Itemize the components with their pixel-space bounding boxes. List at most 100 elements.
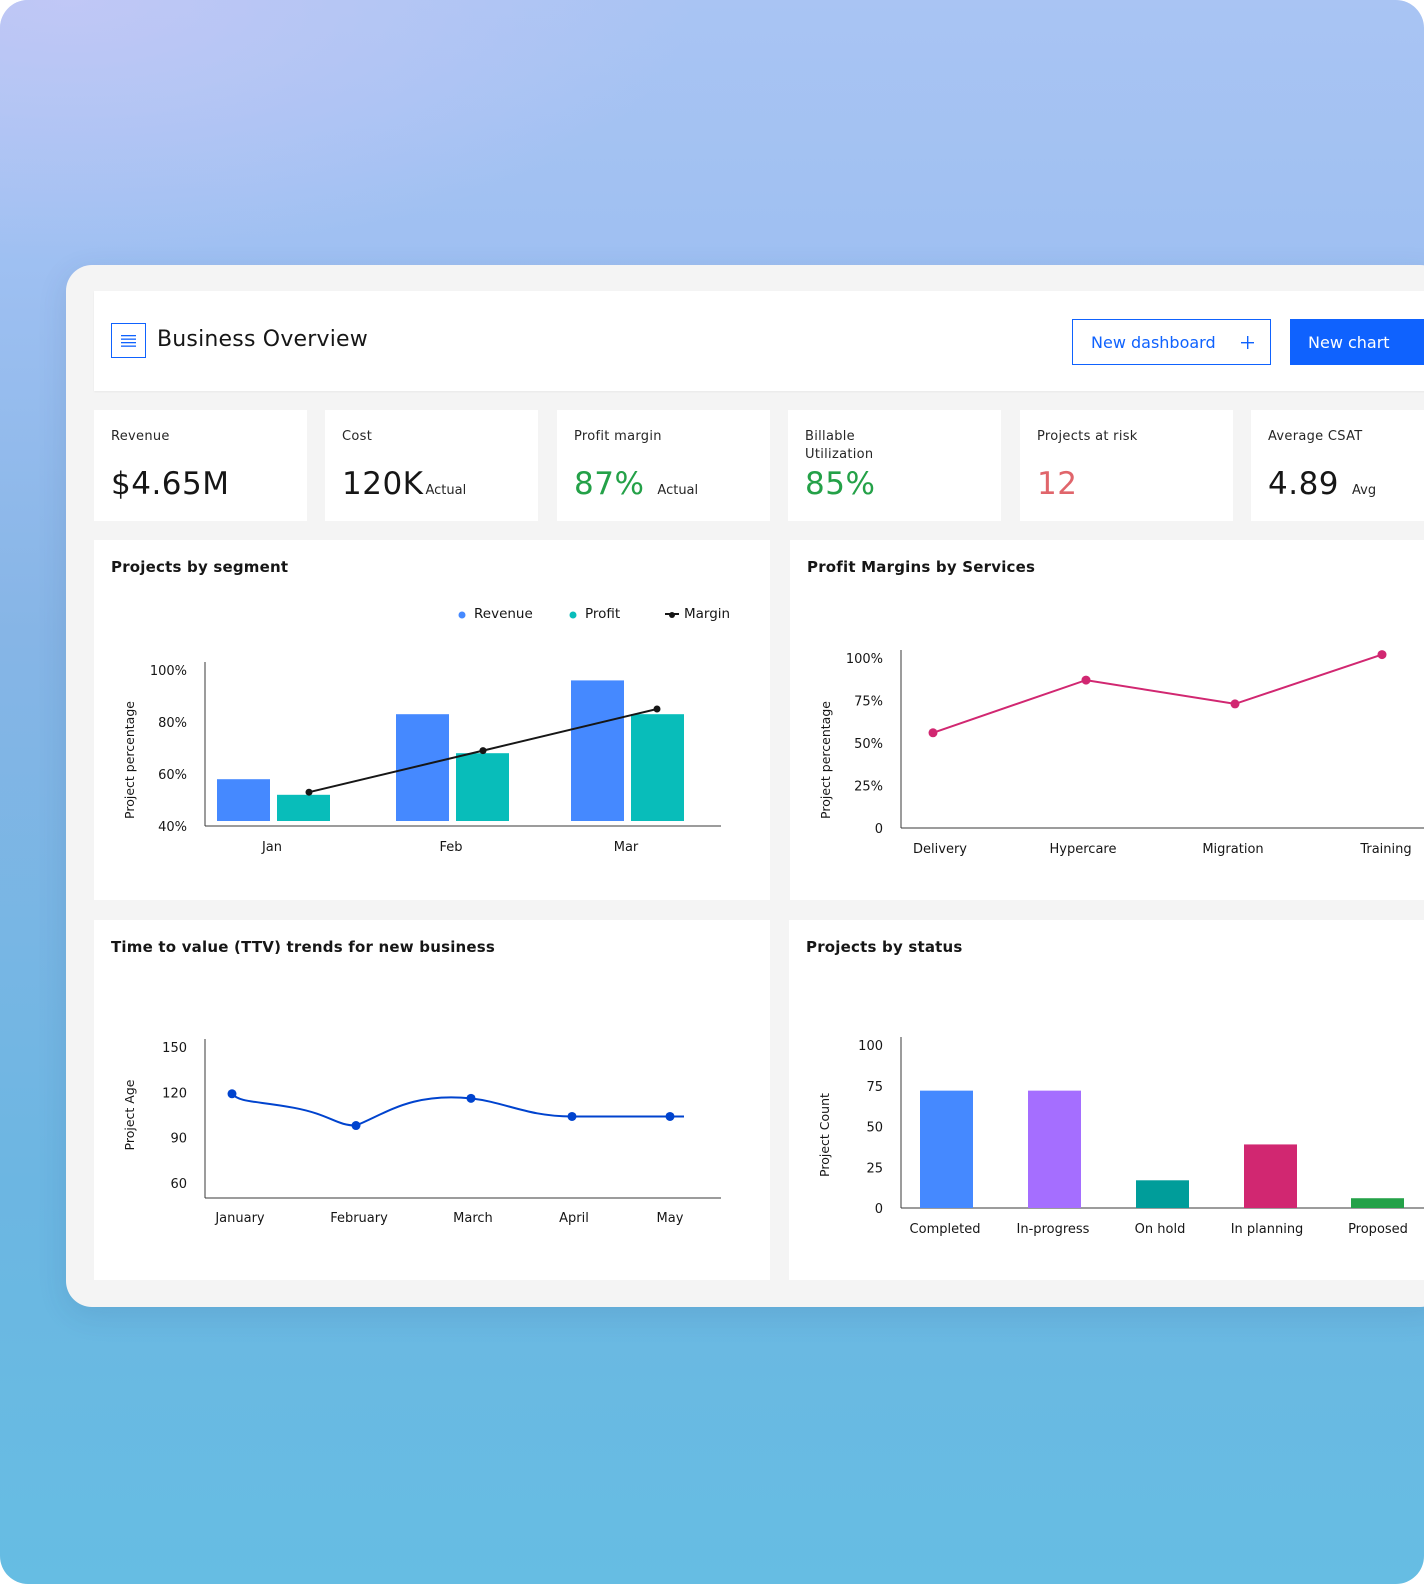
- kpi-unit: Actual: [425, 483, 467, 498]
- x-tick-label: Feb: [439, 840, 462, 855]
- y-tick-label: 75: [866, 1080, 883, 1095]
- kpi-value: 87%: [574, 466, 645, 502]
- kpi-card-average-csat: Average CSAT 4.89 Avg: [1251, 410, 1424, 521]
- y-tick-label: 25: [866, 1161, 883, 1176]
- kpi-label: Billable Utilization: [805, 429, 874, 462]
- new-chart-label: New chart: [1308, 332, 1390, 352]
- margin-point: [653, 705, 661, 713]
- ttv-trends-chart: 60 90 120 150 Project Age January February Marc…: [122, 1039, 721, 1226]
- margin-point: [305, 788, 313, 796]
- bar-profit: [631, 714, 684, 821]
- x-tick-label: In planning: [1231, 1222, 1304, 1237]
- plus-icon: [1241, 335, 1254, 349]
- y-tick-label: 25%: [854, 780, 883, 795]
- legend-swatch-margin-dot: [669, 612, 675, 618]
- kpi-value: $4.65M: [111, 466, 230, 502]
- kpi-value: 12: [1037, 466, 1078, 502]
- chart-card-profit-margins-by-services: Profit Margins by Services 0 25% 50% 75% 100…: [790, 540, 1424, 900]
- legend-label: Revenue: [474, 606, 533, 622]
- x-tick-label: Completed: [910, 1222, 981, 1237]
- bar-revenue: [571, 680, 624, 821]
- project-age-point: [567, 1111, 577, 1121]
- project-age-line: [231, 1093, 684, 1127]
- profit-margins-by-services-chart: 0 25% 50% 75% 100% Project percentage Delivery…: [818, 650, 1424, 857]
- kpi-label: Average CSAT: [1268, 429, 1363, 444]
- y-axis-title: Project Count: [817, 1093, 832, 1177]
- y-tick-label: 75%: [854, 695, 883, 710]
- projects-by-segment-chart: 40% 60% 80% 100% Project percentage Jan Feb Mar…: [122, 606, 730, 855]
- y-tick-label: 100%: [150, 664, 187, 679]
- bar-in-progress: [1028, 1090, 1081, 1208]
- project-age-point: [466, 1093, 476, 1103]
- x-tick-label: April: [559, 1211, 589, 1226]
- y-axis-title: Project percentage: [122, 701, 137, 819]
- kpi-label: Projects at risk: [1037, 429, 1138, 444]
- x-tick-label: March: [453, 1211, 493, 1226]
- x-tick-label: On hold: [1135, 1222, 1186, 1237]
- y-tick-label: 60%: [158, 768, 187, 783]
- new-dashboard-button[interactable]: New dashboard: [1072, 319, 1271, 365]
- chart-title: Projects by status: [806, 938, 963, 956]
- y-axis-title: Project percentage: [818, 701, 833, 819]
- legend-swatch-profit: [569, 611, 577, 619]
- bar-completed: [920, 1090, 973, 1208]
- x-tick-label: Migration: [1202, 842, 1263, 857]
- kpi-value: 85%: [805, 466, 876, 502]
- x-tick-label: May: [657, 1211, 684, 1226]
- y-tick-label: 50: [866, 1121, 883, 1136]
- y-tick-label: 90: [170, 1132, 187, 1147]
- x-tick-label: February: [330, 1211, 388, 1226]
- x-tick-label: Hypercare: [1050, 842, 1117, 857]
- bar-profit: [277, 794, 330, 821]
- dashboard-panel: Business Overview New dashboard New char…: [66, 265, 1424, 1307]
- chart-card-ttv-trends: Time to value (TTV) trends for new busin…: [94, 920, 770, 1280]
- kpi-unit: Actual: [657, 483, 699, 498]
- profit-margin-point: [1081, 675, 1091, 685]
- menu-button[interactable]: [111, 323, 146, 358]
- bar-revenue: [396, 714, 449, 821]
- kpi-card-billable-utilization: Billable Utilization 85%: [788, 410, 1001, 521]
- kpi-label: Profit margin: [574, 429, 662, 444]
- bar-on-hold: [1136, 1180, 1189, 1208]
- chart-card-projects-by-status: Projects by status 0 25 50 75 100 Project Cou…: [789, 920, 1424, 1280]
- project-age-point: [665, 1111, 675, 1121]
- x-tick-label: Delivery: [913, 842, 967, 857]
- x-tick-label: Training: [1359, 842, 1411, 857]
- chart-title: Profit Margins by Services: [807, 558, 1036, 576]
- page-title: Business Overview: [157, 327, 368, 352]
- new-chart-button[interactable]: New chart: [1290, 319, 1424, 365]
- y-tick-label: 50%: [854, 737, 883, 752]
- kpi-value: 4.89: [1268, 466, 1340, 502]
- y-tick-label: 60: [170, 1177, 187, 1192]
- y-tick-label: 150: [162, 1041, 187, 1056]
- bar-profit: [456, 753, 509, 821]
- chart-title: Projects by segment: [111, 558, 289, 576]
- kpi-label: Cost: [342, 429, 373, 444]
- y-axis-title: Project Age: [122, 1079, 137, 1150]
- dashboard-header: Business Overview New dashboard New char…: [94, 291, 1424, 391]
- y-tick-label: 40%: [158, 820, 187, 835]
- project-age-point: [351, 1121, 361, 1131]
- x-tick-label: Mar: [614, 840, 639, 855]
- kpi-label: Revenue: [111, 429, 170, 444]
- kpi-card-cost: Cost 120K Actual: [325, 410, 538, 521]
- x-tick-label: Jan: [261, 840, 282, 855]
- chart-title: Time to value (TTV) trends for new busin…: [111, 938, 496, 956]
- chart-card-projects-by-segment: Projects by segment 40% 60% 80% 100% Project…: [94, 540, 770, 900]
- legend-label: Margin: [684, 606, 730, 622]
- bar-revenue: [217, 779, 270, 821]
- x-tick-label: In-progress: [1017, 1222, 1090, 1237]
- profit-margin-point: [1230, 699, 1240, 709]
- y-tick-label: 100: [858, 1039, 883, 1054]
- x-tick-label: January: [214, 1211, 265, 1226]
- new-dashboard-label: New dashboard: [1091, 332, 1216, 352]
- y-tick-label: 100%: [846, 652, 883, 667]
- profit-margin-line: [932, 653, 1383, 734]
- margin-point: [479, 747, 487, 755]
- projects-by-status-chart: 0 25 50 75 100 Project Count Completed In-progr…: [817, 1037, 1424, 1237]
- menu-icon: [121, 335, 136, 347]
- y-tick-label: 0: [875, 822, 883, 837]
- y-tick-label: 80%: [158, 716, 187, 731]
- profit-margin-point: [928, 728, 938, 738]
- kpi-card-profit-margin: Profit margin 87% Actual: [557, 410, 770, 521]
